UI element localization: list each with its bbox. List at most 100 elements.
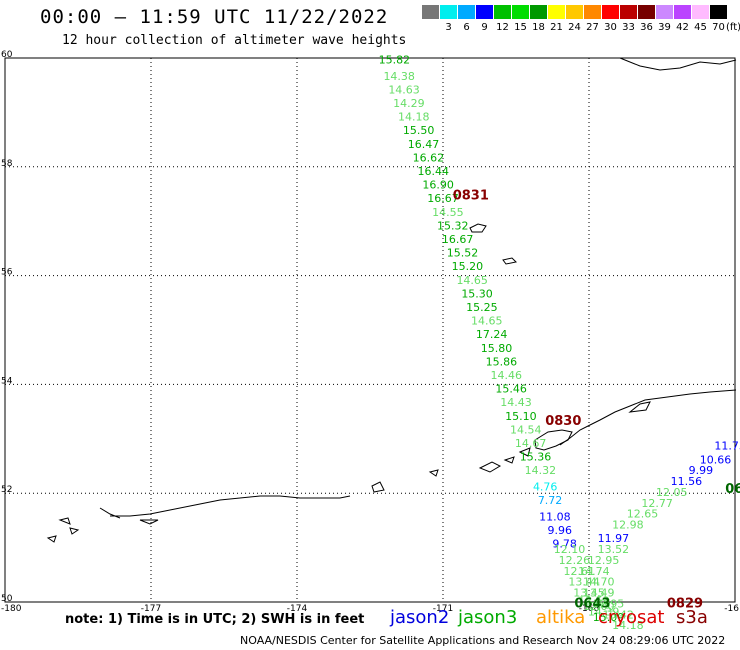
color-scale-label: 12 [496, 22, 509, 33]
wave-height-value: 15.52 [447, 247, 479, 260]
wave-height-value: 11.97 [598, 532, 630, 545]
color-scale-label: 15 [514, 22, 527, 33]
wave-height-value: 12.77 [641, 497, 673, 510]
color-swatch [638, 5, 655, 19]
wave-height-value: 12.00 [583, 600, 615, 613]
altimeter-tracks: 15.8214.3814.6314.2914.1815.5016.4716.62… [379, 53, 740, 632]
color-swatch [566, 5, 583, 19]
wave-height-value: 16.44 [418, 165, 450, 178]
pass-time-label: 0643 [574, 596, 610, 611]
wave-height-value: 14.65 [471, 315, 503, 328]
map-border [4, 57, 736, 603]
longitude-label: -180 [1, 604, 22, 614]
wave-height-value: 14.38 [383, 70, 415, 83]
wave-height-value: 11.73 [714, 440, 740, 453]
legend-entry-cryosat: cryosat [598, 607, 665, 628]
wave-height-value: 15.10 [505, 410, 537, 423]
wave-height-value: 15.20 [452, 260, 484, 273]
wave-height-value: 12.61 [564, 565, 596, 578]
color-swatch [494, 5, 511, 19]
pass-time-label: 0644 [725, 482, 740, 497]
wave-height-value: 16.47 [408, 138, 440, 151]
color-scale-label: 9 [481, 22, 488, 33]
color-scale-label: 70 [712, 22, 725, 33]
wave-height-value: 15.36 [520, 451, 552, 464]
wave-height-value: 17.24 [476, 328, 508, 341]
color-scale-label: 45 [694, 22, 707, 33]
coastline [46, 57, 737, 543]
latitude-label: 58 [1, 159, 13, 169]
wave-height-value: 12.26 [559, 554, 591, 567]
wave-height-value: 14.18 [398, 111, 430, 124]
color-swatch [476, 5, 493, 19]
color-swatch [620, 5, 637, 19]
color-swatch [548, 5, 565, 19]
wave-height-value: 15.25 [466, 301, 498, 314]
color-scale-label: 3 [445, 22, 452, 33]
wave-height-value: 9.78 [552, 538, 577, 551]
color-scale-label: 33 [622, 22, 635, 33]
wave-height-value: 13.45 [573, 587, 605, 600]
map-subtitle: 12 hour collection of altimeter wave hei… [62, 33, 407, 48]
color-scale-label: 27 [586, 22, 599, 33]
lat-lon-grid [5, 58, 735, 602]
wave-height-value: 14.65 [456, 274, 488, 287]
wave-height-value: 12.65 [627, 508, 659, 521]
wave-height-value: 16.67 [442, 233, 474, 246]
wave-height-value: 14.74 [578, 565, 610, 578]
color-scale-label: 36 [640, 22, 653, 33]
latitude-label: 50 [1, 594, 13, 604]
color-scale-label: 42 [676, 22, 689, 33]
pass-time-label: 0829 [667, 596, 703, 611]
latitude-label: 54 [1, 376, 13, 386]
color-scale-label: 30 [604, 22, 617, 33]
wave-height-value: 16.62 [413, 151, 445, 164]
legend-entry-altika: altika [536, 607, 586, 628]
wave-height-value: 9.99 [689, 464, 714, 477]
wave-height-value: 14.43 [500, 396, 532, 409]
color-scale-label: 39 [658, 22, 671, 33]
wave-height-value: 7.72 [538, 494, 563, 507]
wave-height-value: 13.53 [578, 595, 610, 608]
wave-height-value: 15.46 [495, 383, 527, 396]
map-note: note: 1) Time is in UTC; 2) SWH is in fe… [65, 612, 365, 627]
color-swatch [602, 5, 619, 19]
wave-height-value: 11.56 [671, 475, 703, 488]
wave-height-value: 14.55 [432, 206, 464, 219]
color-scale-label: 24 [568, 22, 581, 33]
wave-height-value: 13.44 [568, 576, 600, 589]
wave-height-value: 13.52 [598, 543, 630, 556]
color-swatch [584, 5, 601, 19]
footer-credit: NOAA/NESDIS Center for Satellite Applica… [240, 634, 726, 647]
pass-time-label: 0830 [545, 414, 581, 429]
wave-height-value: 11.08 [539, 510, 571, 523]
color-swatch [710, 5, 727, 19]
wave-height-value: 14.18 [612, 619, 644, 632]
wave-height-value: 15.82 [379, 53, 411, 66]
wave-height-value: 10.66 [700, 453, 732, 466]
axis-labels: 60 58 56 54 52 50-180 -177 -174 -171 -168 -16 [1, 50, 739, 614]
color-swatch [656, 5, 673, 19]
color-scale-label: 21 [550, 22, 563, 33]
longitude-label: -177 [141, 604, 161, 614]
wave-height-value: 15.30 [461, 287, 493, 300]
wave-height-value: 15.32 [437, 219, 469, 232]
latitude-label: 56 [1, 268, 13, 278]
wave-height-value: 15.09 [593, 611, 625, 624]
wave-height-value: 14.63 [388, 83, 420, 96]
wave-height-value: 12.05 [656, 486, 688, 499]
wave-height-value: 4.76 [533, 480, 558, 493]
wave-height-value: 15.80 [481, 342, 513, 355]
wave-height-value: 9.96 [548, 524, 573, 537]
wave-height-value: 14.32 [525, 464, 557, 477]
longitude-label: -171 [433, 604, 453, 614]
wave-height-value: 14.29 [393, 97, 425, 110]
wave-height-value: 16.90 [422, 179, 454, 192]
wave-height-value: 12.10 [554, 543, 586, 556]
latitude-label: 60 [1, 50, 13, 60]
color-swatch [422, 5, 439, 19]
longitude-label: -174 [287, 604, 308, 614]
wave-height-value: 14.54 [510, 423, 542, 436]
color-swatch [512, 5, 529, 19]
